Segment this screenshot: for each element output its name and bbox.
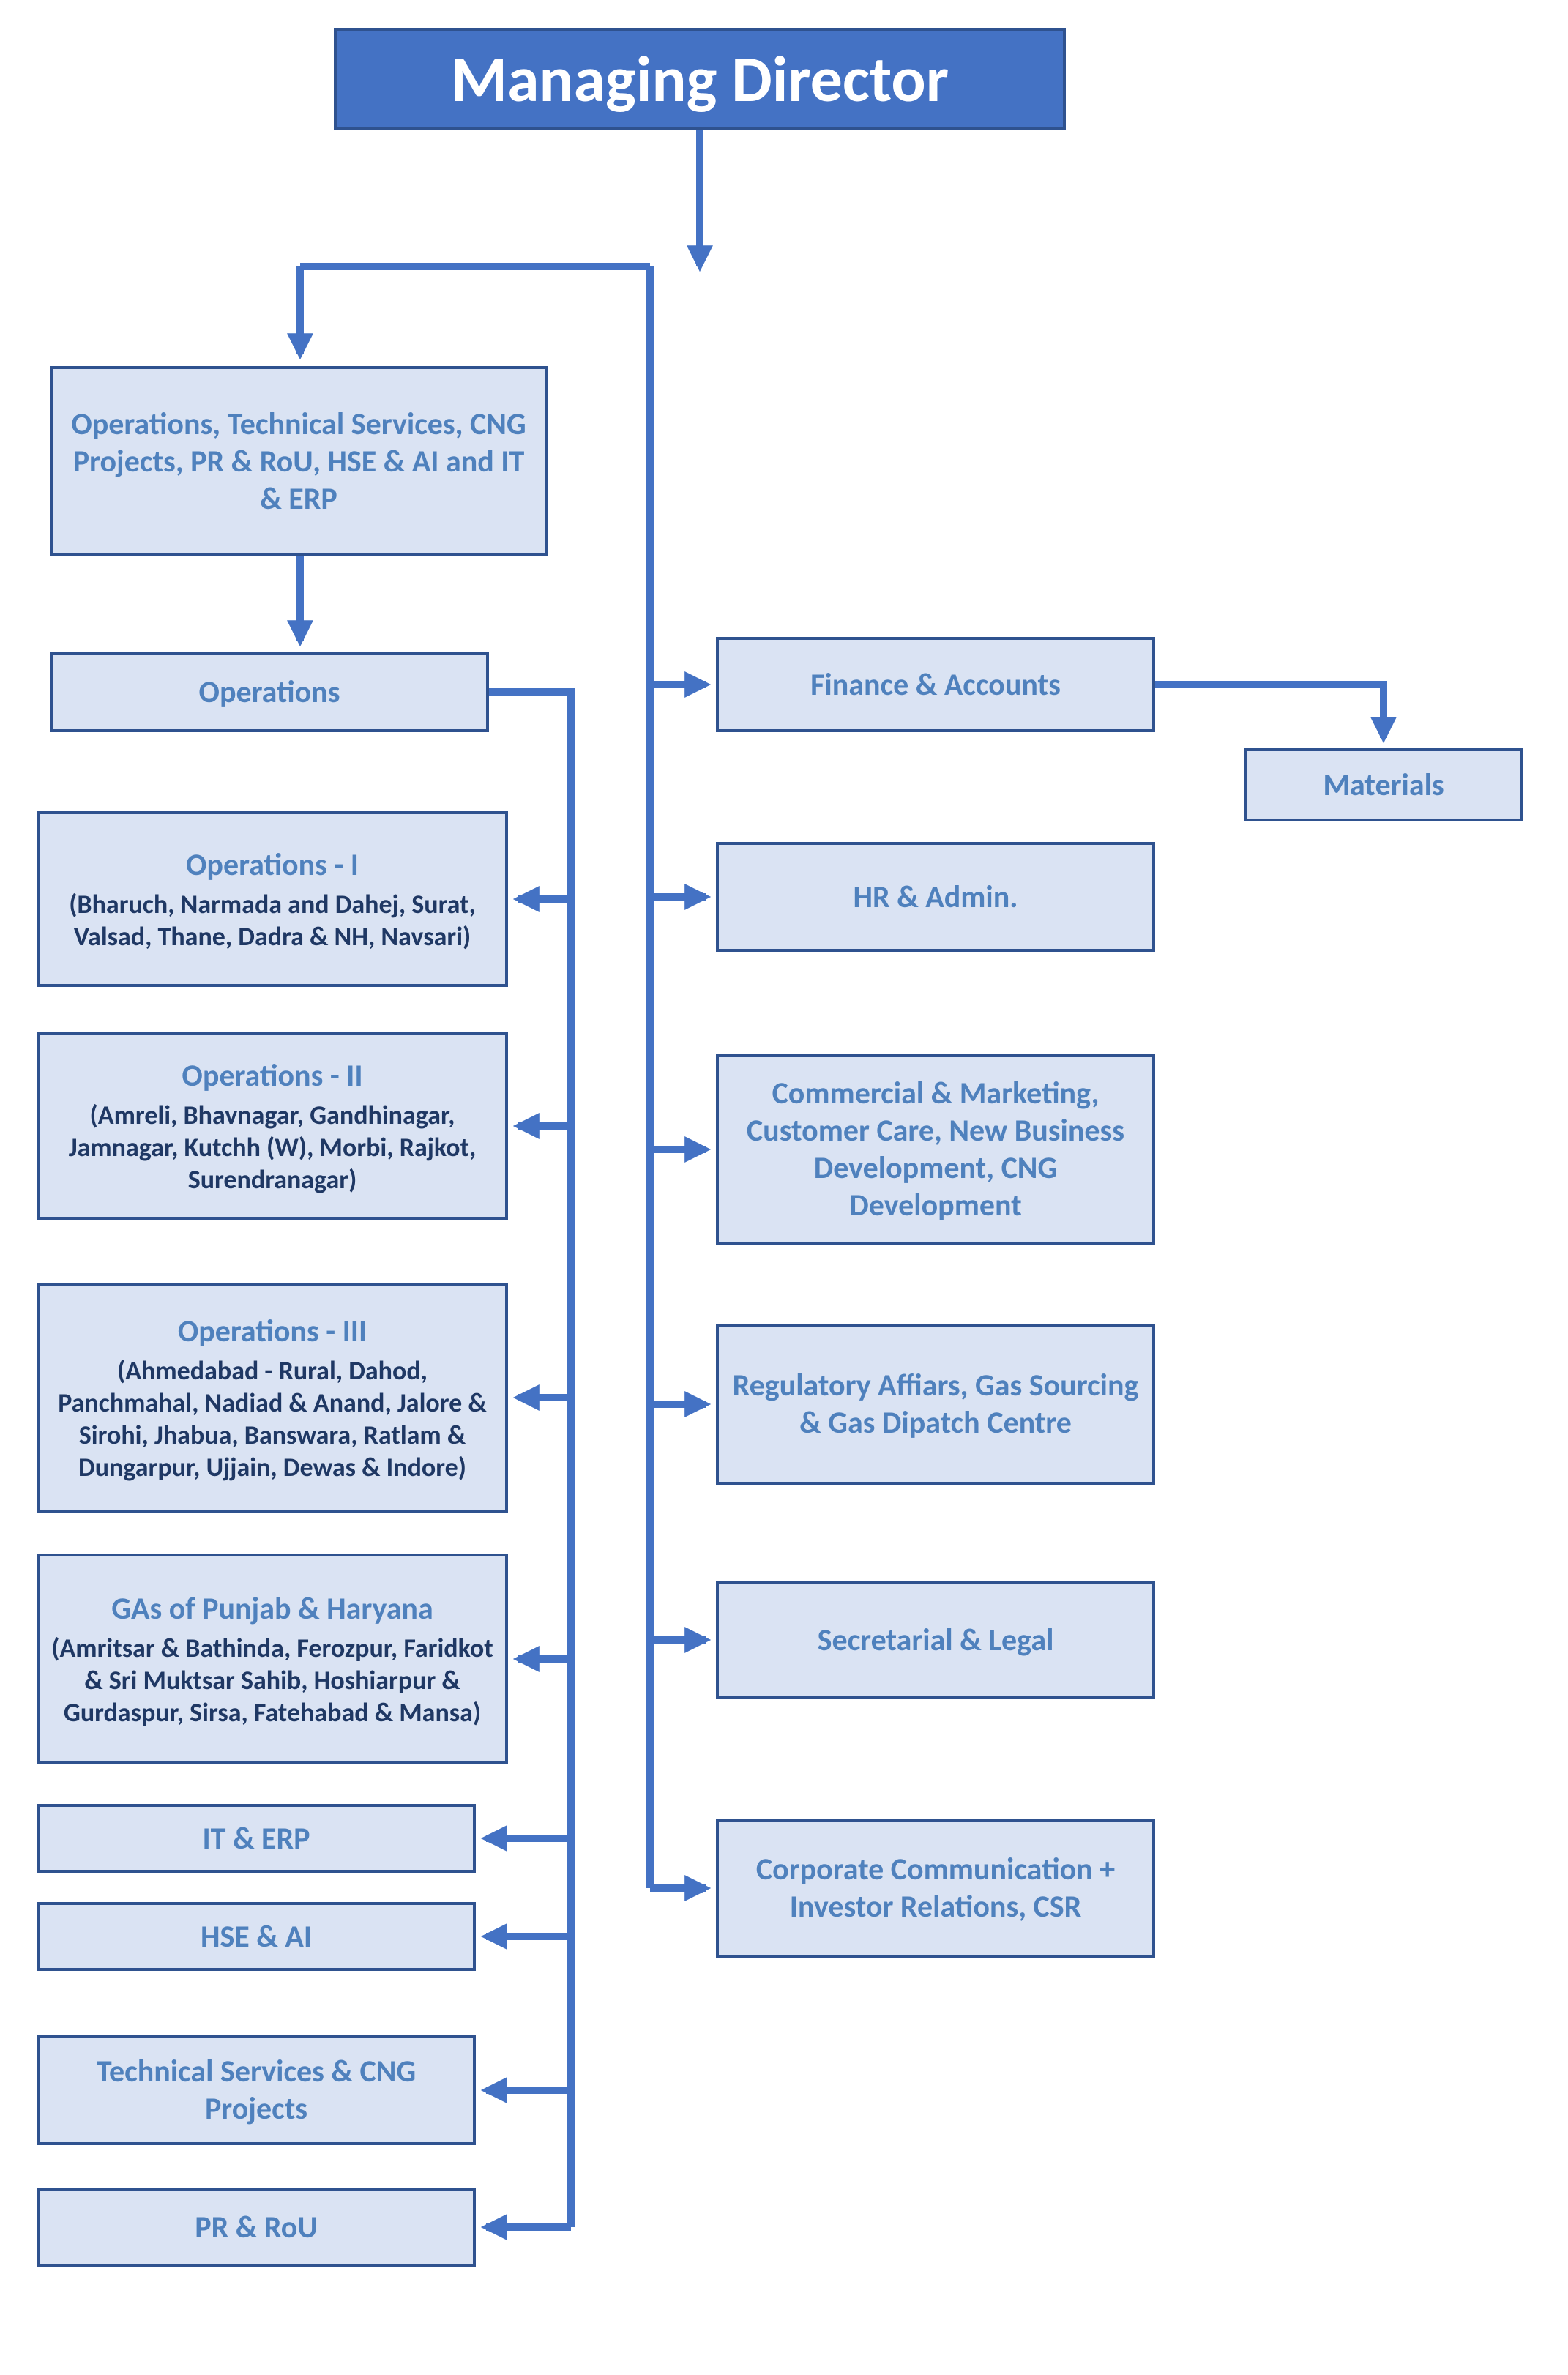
node-ops1: Operations - I (Bharuch, Narmada and Dah… [37, 811, 508, 987]
node-hse: HSE & AI [37, 1902, 476, 1971]
node-corp: Corporate Communication + Investor Relat… [716, 1819, 1155, 1958]
root-title: Managing Director [451, 40, 949, 119]
node-it: IT & ERP [37, 1804, 476, 1873]
node-hse-title: HSE & AI [201, 1918, 312, 1955]
node-ops-title: Operations [199, 674, 340, 711]
node-reg-title: Regulatory Affiars, Gas Sourcing & Gas D… [729, 1367, 1142, 1442]
node-corp-title: Corporate Communication + Investor Relat… [729, 1851, 1142, 1925]
node-ops1-subtitle: (Bharuch, Narmada and Dahej, Surat, Vals… [50, 888, 495, 952]
node-sec: Secretarial & Legal [716, 1581, 1155, 1699]
node-ops3: Operations - III (Ahmedabad - Rural, Dah… [37, 1283, 508, 1513]
node-reg: Regulatory Affiars, Gas Sourcing & Gas D… [716, 1324, 1155, 1485]
node-managing-director: Managing Director [334, 28, 1066, 130]
node-gas-subtitle: (Amritsar & Bathinda, Ferozpur, Faridkot… [50, 1632, 495, 1729]
node-ops3-subtitle: (Ahmedabad - Rural, Dahod, Panchmahal, N… [50, 1354, 495, 1483]
node-it-title: IT & ERP [202, 1820, 310, 1857]
node-sec-title: Secretarial & Legal [818, 1622, 1054, 1659]
node-ops3-title: Operations - III [178, 1313, 367, 1350]
node-ops2-title: Operations - II [182, 1057, 362, 1095]
node-ops_main: Operations, Technical Services, CNG Proj… [50, 366, 548, 556]
node-ops_main-title: Operations, Technical Services, CNG Proj… [63, 406, 534, 518]
node-prrou-title: PR & RoU [195, 2209, 318, 2246]
node-ops: Operations [50, 652, 489, 732]
node-comm-title: Commercial & Marketing, Customer Care, N… [729, 1075, 1142, 1224]
node-gas-title: GAs of Punjab & Haryana [111, 1590, 433, 1628]
node-ops2-subtitle: (Amreli, Bhavnagar, Gandhinagar, Jamnaga… [50, 1099, 495, 1196]
node-ops2: Operations - II (Amreli, Bhavnagar, Gand… [37, 1032, 508, 1220]
node-mat-title: Materials [1323, 767, 1444, 804]
node-prrou: PR & RoU [37, 2188, 476, 2267]
node-fin-title: Finance & Accounts [810, 666, 1061, 704]
node-fin: Finance & Accounts [716, 637, 1155, 732]
edge-fin-mat [1155, 685, 1384, 738]
node-tech-title: Technical Services & CNG Projects [50, 2053, 463, 2128]
node-hr-title: HR & Admin. [854, 879, 1018, 916]
node-hr: HR & Admin. [716, 842, 1155, 952]
node-ops1-title: Operations - I [186, 846, 359, 884]
node-gas: GAs of Punjab & Haryana (Amritsar & Bath… [37, 1554, 508, 1764]
node-comm: Commercial & Marketing, Customer Care, N… [716, 1054, 1155, 1245]
node-mat: Materials [1244, 748, 1523, 821]
node-tech: Technical Services & CNG Projects [37, 2035, 476, 2145]
